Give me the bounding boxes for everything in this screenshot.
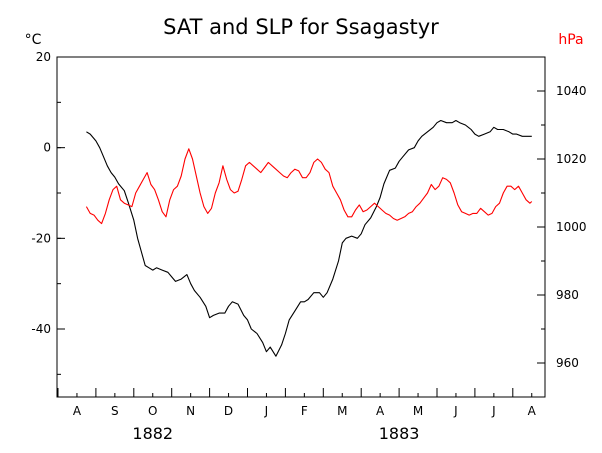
left-tick-label: 20 — [36, 50, 51, 64]
month-label: N — [186, 404, 195, 418]
data-series — [85, 119, 533, 357]
left-tick-label: 0 — [43, 141, 51, 155]
right-tick-label: 1000 — [556, 220, 587, 234]
year-label: 1882 — [132, 424, 173, 443]
left-tick-label: -40 — [31, 322, 51, 336]
month-label: F — [301, 404, 308, 418]
month-label: M — [337, 404, 347, 418]
month-label: A — [73, 404, 82, 418]
left-axis-unit: °C — [25, 32, 42, 48]
month-label: O — [148, 404, 157, 418]
plot-frame — [56, 56, 546, 398]
series-line-slp — [85, 148, 533, 225]
month-label: J — [264, 404, 269, 418]
right-axis-unit: hPa — [558, 32, 583, 48]
month-label: J — [453, 404, 458, 418]
axis-labels: 20 0 -20 -40 1040 1020 1000 980 960 A S O N D J F M A M J J A… — [31, 50, 586, 443]
month-label: M — [413, 404, 423, 418]
month-label: A — [376, 404, 385, 418]
month-label: A — [528, 404, 537, 418]
right-tick-label: 1020 — [556, 152, 587, 166]
month-label: D — [224, 404, 233, 418]
left-tick-label: -20 — [31, 231, 51, 245]
right-tick-label: 960 — [556, 356, 579, 370]
month-label: S — [111, 404, 119, 418]
right-tick-label: 1040 — [556, 84, 587, 98]
month-label: J — [491, 404, 496, 418]
year-label: 1883 — [379, 424, 420, 443]
axis-ticks — [57, 56, 545, 398]
series-line-sat — [86, 119, 532, 357]
chart-title: SAT and SLP for Ssagastyr — [163, 15, 439, 39]
right-tick-label: 980 — [556, 288, 579, 302]
